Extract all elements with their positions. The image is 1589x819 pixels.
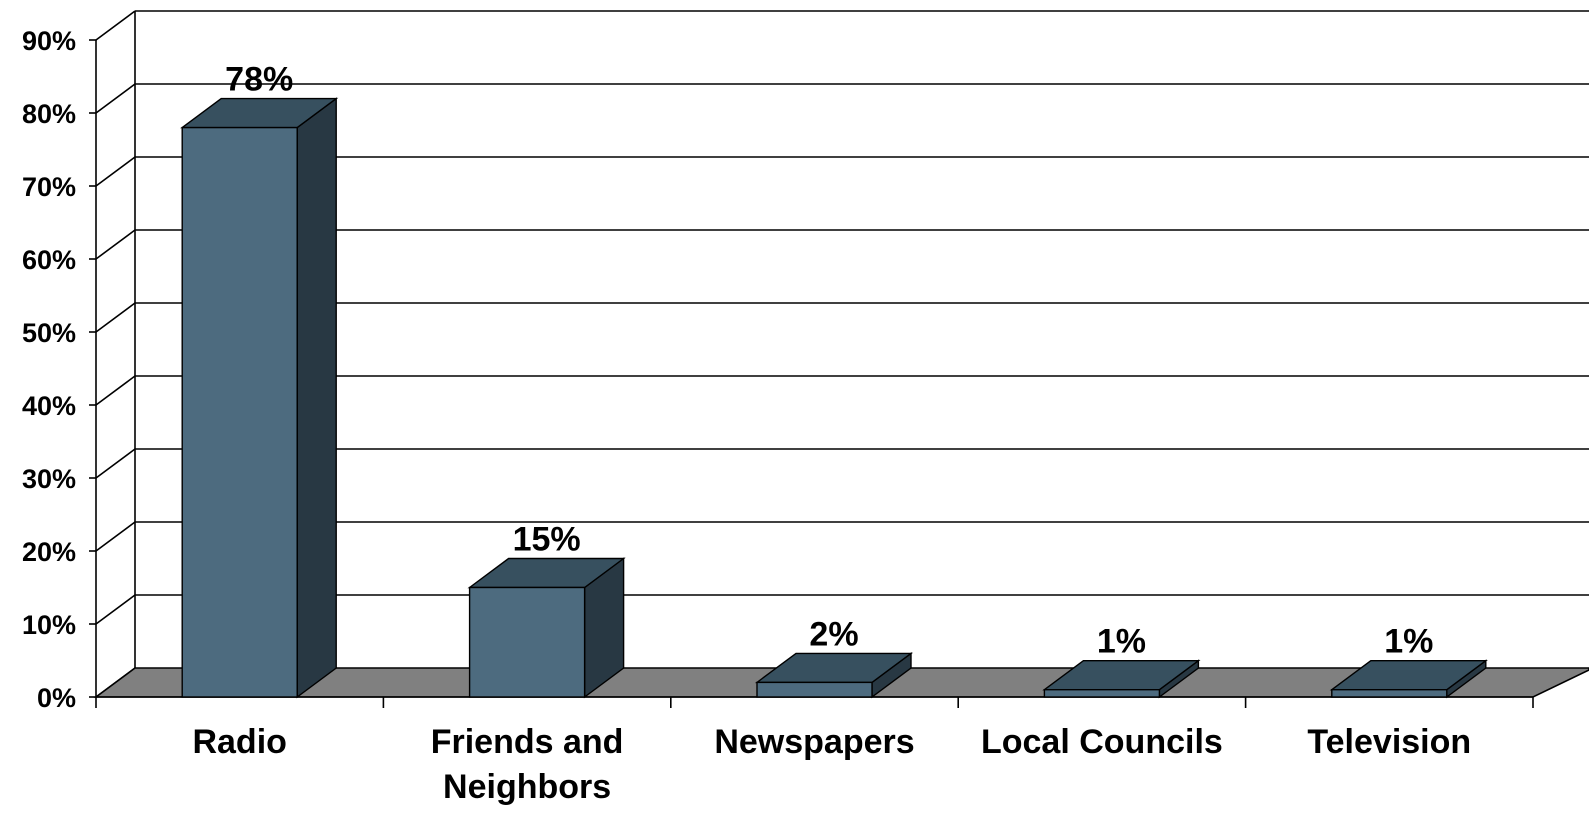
y-tick-label: 70% (22, 172, 76, 202)
x-category-label: Newspapers (714, 723, 914, 761)
side-wall-gridline (95, 594, 136, 625)
bars (180, 97, 1488, 699)
side-wall-gridline (95, 521, 136, 552)
y-tick-label: 20% (22, 537, 76, 567)
x-category-label: Radio (192, 723, 286, 761)
y-tick-label: 90% (22, 26, 76, 56)
bar-side (296, 97, 337, 699)
side-wall-gridline (95, 229, 136, 260)
side-wall-gridline (95, 83, 136, 114)
y-tick-label: 40% (22, 391, 76, 421)
side-wall-gridline (95, 302, 136, 333)
y-tick-label: 80% (22, 99, 76, 129)
bar-front (1043, 689, 1161, 698)
bar-front (468, 586, 586, 698)
y-tick-label: 0% (37, 683, 76, 713)
bar-front (756, 681, 873, 698)
y-tick-label: 50% (22, 318, 76, 348)
data-label: 78% (225, 61, 293, 99)
y-tick-labels: 0% 10% 20% 30% 40% 50% 60% 70% 80% 90% (22, 26, 76, 713)
bar (467, 557, 626, 699)
data-label: 15% (513, 521, 581, 559)
data-label: 2% (809, 615, 858, 653)
data-label: 1% (1097, 623, 1146, 661)
bar (754, 652, 914, 699)
side-wall-gridline (95, 448, 136, 479)
y-tick-label: 60% (22, 245, 76, 275)
x-category-label: Friends and Neighbors (431, 723, 624, 806)
bar (1042, 659, 1201, 699)
data-labels: 78% 15% 2% 1% 1% (225, 61, 1433, 661)
side-wall-gridline (95, 10, 136, 41)
y-tick-label: 10% (22, 610, 76, 640)
gridlines (95, 10, 1589, 698)
y-tick-label: 30% (22, 464, 76, 494)
side-wall-gridline (95, 375, 136, 406)
bar-front (181, 126, 298, 698)
x-category-label: Local Councils (981, 723, 1223, 761)
side-wall-gridline (95, 156, 136, 187)
bar-front (1331, 689, 1448, 698)
bar (1329, 659, 1488, 699)
x-category-label: Television (1307, 723, 1471, 761)
bar (180, 97, 339, 699)
x-category-labels: Radio Friends and Neighbors Newspapers Local… (192, 723, 1471, 806)
data-label: 1% (1384, 623, 1433, 661)
